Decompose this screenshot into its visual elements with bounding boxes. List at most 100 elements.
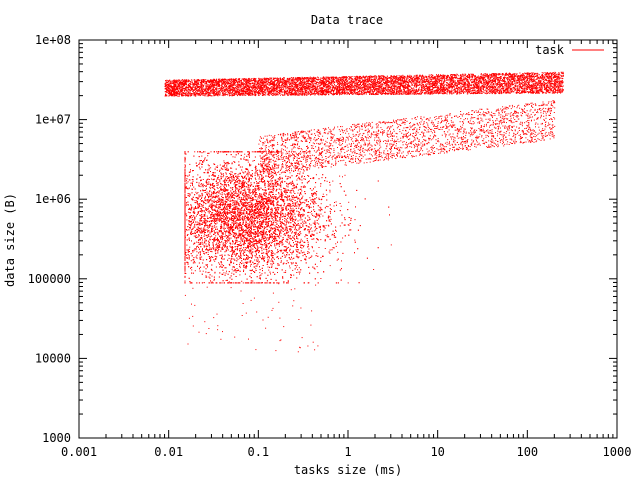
data-point <box>510 78 511 79</box>
data-point <box>539 89 540 90</box>
data-point <box>241 84 242 85</box>
data-point <box>311 79 312 80</box>
data-point <box>403 93 404 94</box>
data-point <box>422 80 423 81</box>
data-point <box>469 88 470 89</box>
data-point <box>512 91 513 92</box>
data-point <box>240 87 241 88</box>
data-point <box>372 89 373 90</box>
data-point <box>296 80 297 81</box>
data-point <box>343 76 344 77</box>
data-point <box>226 92 227 93</box>
data-point <box>491 89 492 90</box>
data-point <box>362 80 363 81</box>
data-point <box>218 88 219 89</box>
data-point <box>443 74 444 75</box>
data-point <box>238 87 239 88</box>
data-point <box>332 87 333 88</box>
data-point <box>528 78 529 79</box>
data-point <box>270 82 271 83</box>
data-point <box>347 94 348 95</box>
data-point <box>403 78 404 79</box>
data-point <box>369 91 370 92</box>
data-point <box>539 87 540 88</box>
data-point <box>434 87 435 88</box>
data-point <box>439 78 440 79</box>
data-point <box>524 87 525 88</box>
data-point <box>415 82 416 83</box>
data-point <box>431 77 432 78</box>
data-point <box>165 80 166 81</box>
data-point <box>200 95 201 96</box>
data-point <box>504 83 505 84</box>
data-point <box>459 93 460 94</box>
data-point <box>269 78 270 79</box>
data-point <box>554 80 555 81</box>
data-point <box>391 86 392 87</box>
data-point <box>359 87 360 88</box>
data-point <box>278 78 279 79</box>
data-point <box>454 92 455 93</box>
data-point <box>241 89 242 90</box>
data-point <box>252 82 253 83</box>
data-point <box>376 77 377 78</box>
data-point <box>190 92 191 93</box>
data-point <box>243 86 244 87</box>
data-point <box>515 78 516 79</box>
data-point <box>535 79 536 80</box>
data-point <box>404 79 405 80</box>
data-point <box>325 77 326 78</box>
data-point <box>290 88 291 89</box>
data-point <box>236 94 237 95</box>
data-point <box>554 93 555 94</box>
data-point <box>184 91 185 92</box>
data-point <box>360 88 361 89</box>
data-point <box>315 80 316 81</box>
data-point <box>539 78 540 79</box>
data-point <box>252 89 253 90</box>
data-point <box>354 85 355 86</box>
data-point <box>426 84 427 85</box>
data-point <box>549 88 550 89</box>
data-point <box>216 87 217 88</box>
data-point <box>271 80 272 81</box>
data-point <box>475 82 476 83</box>
data-point <box>207 86 208 87</box>
data-point <box>442 85 443 86</box>
data-point <box>364 82 365 83</box>
data-point <box>475 87 476 88</box>
data-point <box>461 88 462 89</box>
data-point <box>492 77 493 78</box>
data-point <box>459 83 460 84</box>
data-point <box>345 80 346 81</box>
data-point <box>182 89 183 90</box>
data-point <box>512 90 513 91</box>
data-point <box>425 94 426 95</box>
data-point <box>404 93 405 94</box>
data-point <box>534 85 535 86</box>
data-point <box>166 95 167 96</box>
data-point <box>484 82 485 83</box>
data-point <box>485 87 486 88</box>
data-point <box>447 82 448 83</box>
data-point <box>401 90 402 91</box>
data-point <box>355 88 356 89</box>
data-point <box>255 82 256 83</box>
data-point <box>223 95 224 96</box>
data-point <box>455 88 456 89</box>
data-point <box>205 95 206 96</box>
data-point <box>413 88 414 89</box>
data-point <box>411 94 412 95</box>
data-point <box>330 77 331 78</box>
data-point <box>484 73 485 74</box>
data-point <box>336 78 337 79</box>
data-point <box>518 85 519 86</box>
data-point <box>366 76 367 77</box>
data-point <box>422 83 423 84</box>
data-point <box>381 77 382 78</box>
data-point <box>562 88 563 89</box>
data-point <box>444 77 445 78</box>
data-point <box>187 93 188 94</box>
data-point <box>296 92 297 93</box>
